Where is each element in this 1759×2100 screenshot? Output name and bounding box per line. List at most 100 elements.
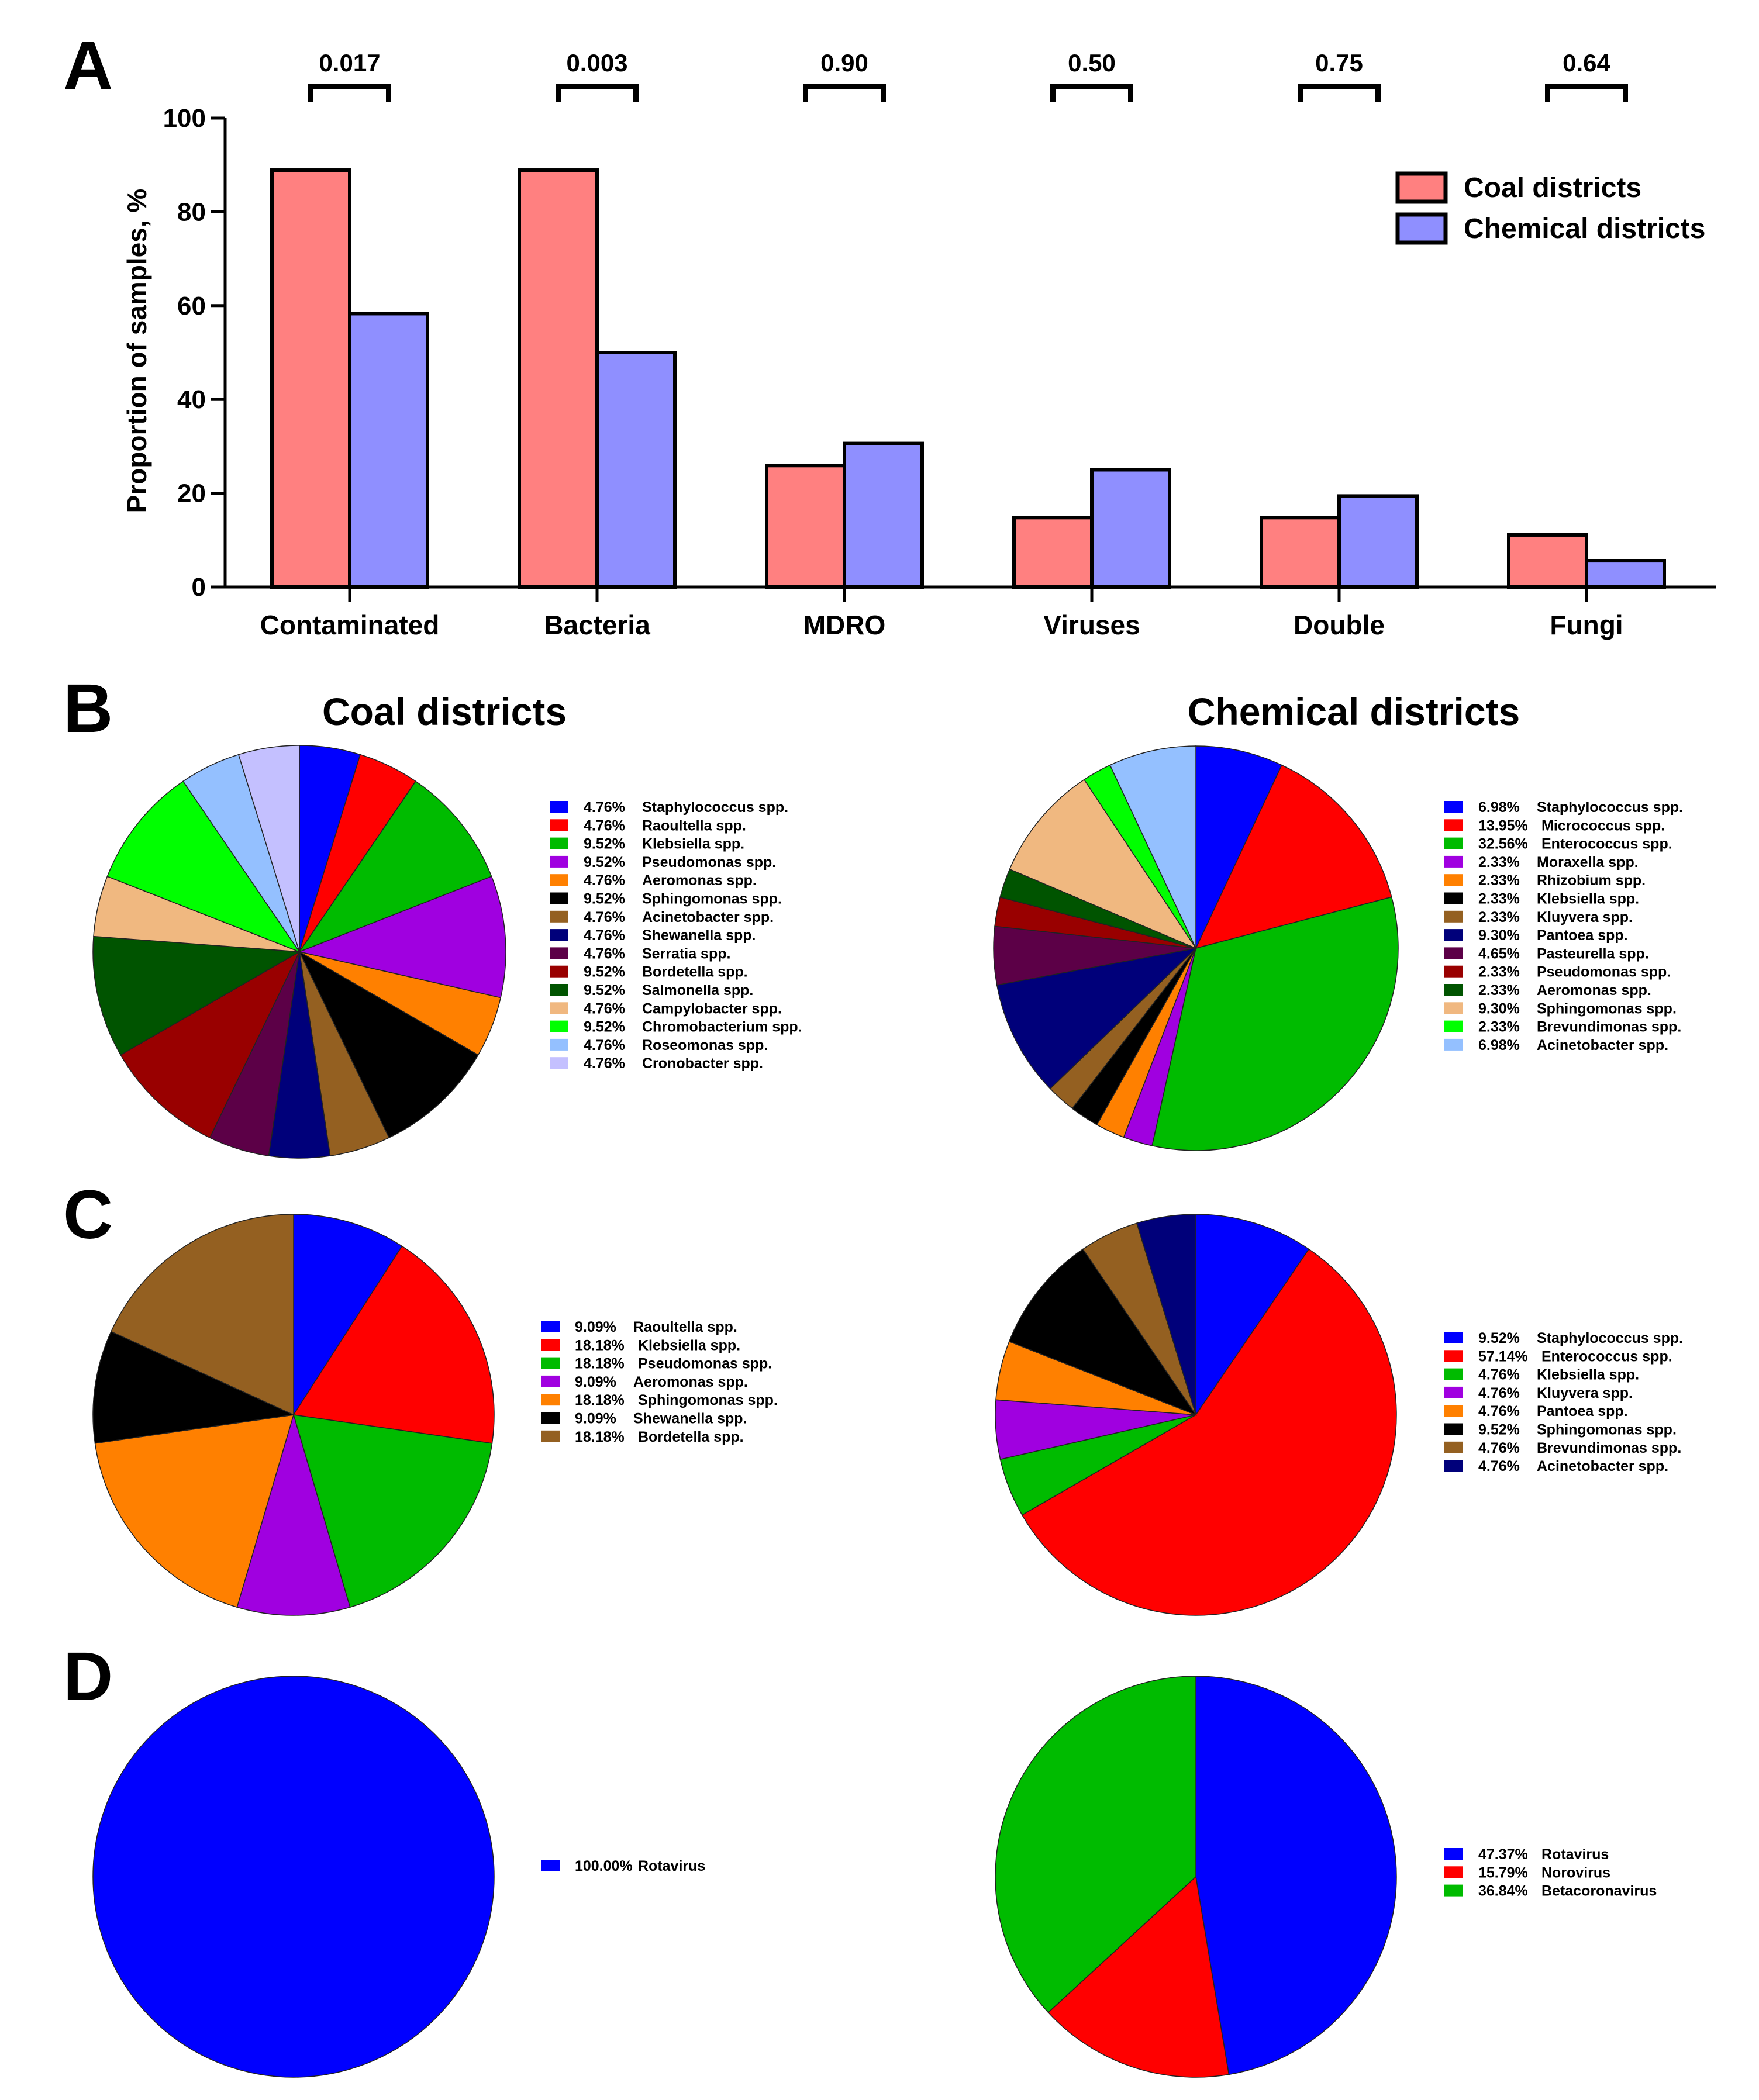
legend-swatch: [550, 874, 568, 886]
legend-pct: 4.76%: [584, 817, 625, 834]
legend-label: Moraxella spp.: [1537, 854, 1639, 871]
legend-label-chemical: Chemical districts: [1464, 213, 1705, 244]
legend-swatch: [1444, 1368, 1463, 1380]
legend-label: Klebsiella spp.: [1537, 891, 1639, 907]
legend-swatch: [550, 984, 568, 996]
legend-pct: 4.76%: [584, 799, 625, 816]
legend-swatch: [541, 1412, 560, 1424]
legend-label: Shewanella spp.: [642, 927, 756, 944]
significance-bracket: [556, 84, 639, 102]
legend-label: Sphingomonas spp.: [642, 891, 782, 907]
legend-label: Acinetobacter spp.: [1537, 1458, 1668, 1474]
pie-panel-d-chemical: 47.37% Rotavirus 15.79% Norovirus 36.84% Beta…: [995, 1676, 1657, 2078]
legend-label: Acinetobacter spp.: [1537, 1037, 1668, 1054]
pie-slice-sphingomonas-spp: [1008, 1248, 1197, 1416]
pie-slice-aeromonas-spp: [236, 1413, 351, 1616]
legend-pct: 6.98%: [1478, 799, 1520, 816]
legend-swatch: [550, 892, 568, 904]
pie-slice-bordetella-spp: [111, 1214, 294, 1416]
legend-label: Pseudomonas spp.: [642, 854, 776, 871]
legend-label: Bordetella spp.: [638, 1429, 744, 1445]
legend-swatch: [1444, 1405, 1463, 1417]
significance-bracket: [803, 84, 886, 102]
legend-pct: 9.09%: [575, 1411, 616, 1427]
y-tick-label: 100: [163, 104, 206, 133]
x-tick-label: Double: [1294, 610, 1385, 640]
x-tick-label: Contaminated: [260, 610, 440, 640]
legend-label: Cronobacter spp.: [642, 1055, 763, 1072]
legend-pct: 2.33%: [1478, 872, 1520, 889]
legend-pct: 9.52%: [584, 1019, 625, 1035]
legend-pct: 2.33%: [1478, 909, 1520, 925]
pie-panel-c-chemical: 9.52% Staphylococcus spp. 57.14% Enterococc…: [995, 1214, 1683, 1616]
legend-label: Sphingomonas spp.: [638, 1392, 778, 1408]
pie-slice-pseudomonas-spp: [292, 1414, 493, 1608]
pie-slice-acinetobacter-spp: [1136, 1214, 1196, 1415]
legend-swatch: [1444, 855, 1463, 868]
pie-slice-sphingomonas-spp: [1009, 779, 1198, 949]
pie-panel-b-chemical: 6.98% Staphylococcus spp. 13.95% Micrococcu…: [993, 745, 1683, 1151]
p-value-label: 0.003: [566, 49, 627, 77]
legend-pct: 4.76%: [584, 1055, 625, 1072]
legend-label: Kluyvera spp.: [1537, 909, 1633, 925]
bar-mdro-coal: [765, 464, 846, 589]
pie-slice-chromobacterium-spp: [106, 780, 301, 953]
legend-pct: 6.98%: [1478, 1037, 1520, 1054]
legend-pct: 4.76%: [1478, 1440, 1520, 1456]
legend-swatch: [550, 855, 568, 868]
legend-swatch: [1444, 1848, 1463, 1860]
legend-pct: 9.09%: [575, 1319, 616, 1335]
legend-pct: 9.09%: [575, 1374, 616, 1390]
pie-slice-acinetobacter-spp: [1109, 745, 1196, 949]
legend-label: Enterococcus spp.: [1541, 1348, 1672, 1365]
legend-pct: 2.33%: [1478, 891, 1520, 907]
bar-contaminated-chemical: [348, 312, 429, 589]
pie-slice-betacoronavirus: [995, 1676, 1196, 2013]
legend-swatch: [541, 1860, 560, 1871]
legend-swatch: [1444, 910, 1463, 923]
pie-slice-salmonella-spp: [92, 935, 301, 1056]
pie-panel-c-coal: 9.09% Raoultella spp. 18.18% Klebsiella spp…: [92, 1214, 778, 1616]
legend-pct: 9.52%: [584, 836, 625, 852]
p-value-label: 0.50: [1068, 49, 1116, 77]
legend-label: Rotavirus: [1541, 1846, 1609, 1863]
legend-label: Pantoea spp.: [1537, 1403, 1628, 1419]
legend-swatch: [541, 1339, 560, 1351]
legend-label: Klebsiella spp.: [642, 836, 744, 852]
pie-slice-klebsiella-spp: [298, 780, 492, 953]
legend-label: Betacoronavirus: [1541, 1883, 1657, 1899]
bar-bacteria-chemical: [595, 351, 677, 589]
bar-double-coal: [1260, 516, 1341, 589]
legend-label: Pantoea spp.: [1537, 927, 1628, 944]
pie-slice-klebsiella-spp: [292, 1245, 495, 1444]
legend-swatch: [541, 1375, 560, 1387]
pie-title-coal: Coal districts: [322, 690, 567, 733]
x-tick-label: Bacteria: [544, 610, 650, 640]
legend-swatch: [550, 965, 568, 978]
legend-label: Rotavirus: [638, 1858, 705, 1874]
pie-slice-micrococcus-spp: [1195, 764, 1392, 949]
legend-swatch: [1444, 874, 1463, 886]
significance-bracket: [1545, 84, 1628, 102]
legend-label: Salmonella spp.: [642, 982, 753, 999]
legend-label: Enterococcus spp.: [1541, 836, 1672, 852]
p-value-label: 0.90: [820, 49, 868, 77]
bar-bacteria-coal: [518, 168, 599, 589]
legend-label: Norovirus: [1541, 1864, 1610, 1881]
legend-pct: 4.76%: [1478, 1458, 1520, 1474]
legend-pct: 18.18%: [575, 1429, 625, 1445]
legend-swatch: [541, 1357, 560, 1369]
bar-chart-panel-a: Proportion of samples, % 0 20 40 60 80 100 Co…: [122, 49, 1716, 640]
x-tick-label: Viruses: [1043, 610, 1140, 640]
legend-label: Sphingomonas spp.: [1537, 1422, 1677, 1438]
panel-letter-c: C: [63, 1176, 113, 1253]
legend-label: Aeromonas spp.: [633, 1374, 748, 1390]
legend-label: Brevundimonas spp.: [1537, 1019, 1681, 1035]
legend-swatch: [550, 929, 568, 941]
legend-swatch: [1444, 1020, 1463, 1032]
legend-label: Staphylococcus spp.: [642, 799, 788, 816]
legend-label: Staphylococcus spp.: [1537, 1330, 1683, 1346]
pie-slice-rotavirus: [1195, 1676, 1397, 2075]
legend-pct: 4.76%: [1478, 1367, 1520, 1383]
pie-slice-sphingomonas-spp: [94, 1414, 295, 1608]
